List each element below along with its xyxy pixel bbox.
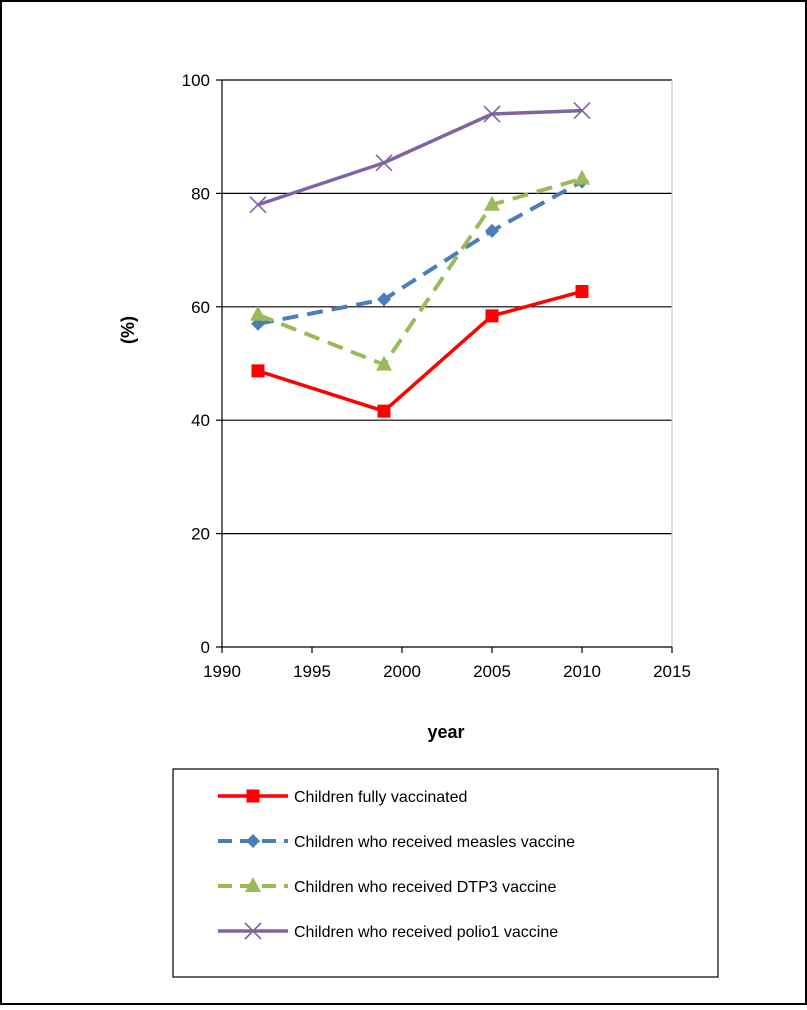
legend-marker-square [246,789,260,803]
data-point-diamond [377,292,391,307]
series-line [257,176,583,367]
data-point-triangle [250,305,266,321]
data-point-square [485,309,499,323]
data-point-cross [249,196,267,214]
x-tick-label: 2005 [473,662,511,681]
y-tick-label: 60 [191,298,210,317]
legend: Children fully vaccinated Children who re… [172,768,719,978]
legend-label: Children who received polio1 vaccine [294,924,558,941]
series-3 [250,169,590,371]
data-point-triangle [376,355,392,371]
y-tick-label: 40 [191,411,210,430]
data-point-cross [573,102,591,120]
x-tick-label: 1995 [293,662,331,681]
x-tick-label: 2010 [563,662,601,681]
data-point-triangle [574,169,590,185]
y-tick-label: 80 [191,184,210,203]
x-tick-label: 2015 [653,662,691,681]
y-tick-label: 20 [191,525,210,544]
legend-marker-diamond [246,834,260,848]
x-tick-label: 2000 [383,662,421,681]
legend-label: Children fully vaccinated [294,789,467,806]
series-line [257,289,583,413]
series-group [249,102,591,418]
series-1 [251,284,589,418]
tick-labels: 0 20 40 60 80 100 1990 1995 2000 2005 2010 2015 [182,71,691,681]
x-axis-label: year [427,722,464,742]
data-point-square [377,404,391,418]
legend-label: Children who received measles vaccine [294,834,575,851]
legend-box [172,768,719,978]
legend-entry: Children fully vaccinated [218,789,467,806]
legend-entry: Children who received DTP3 vaccine [218,877,556,896]
legend-label: Children who received DTP3 vaccine [294,879,556,896]
data-point-triangle [484,195,500,211]
data-point-diamond [485,223,499,238]
legend-marker-cross [244,922,262,940]
grid-lines [222,79,672,535]
series-line [257,108,583,207]
data-point-cross [483,105,501,123]
data-point-square [575,284,589,298]
legend-entry: Children who received measles vaccine [218,834,575,851]
y-tick-label: 100 [182,71,210,90]
series-4 [249,102,591,214]
x-tick-label: 1990 [203,662,241,681]
y-axis-label: (%) [118,316,138,344]
data-point-cross [375,154,393,172]
axes [221,80,673,648]
data-point-square [251,364,265,378]
series-line [257,179,583,326]
y-tick-label: 0 [201,638,210,657]
legend-entry: Children who received polio1 vaccine [218,922,558,941]
legend-marker-triangle [245,877,261,892]
